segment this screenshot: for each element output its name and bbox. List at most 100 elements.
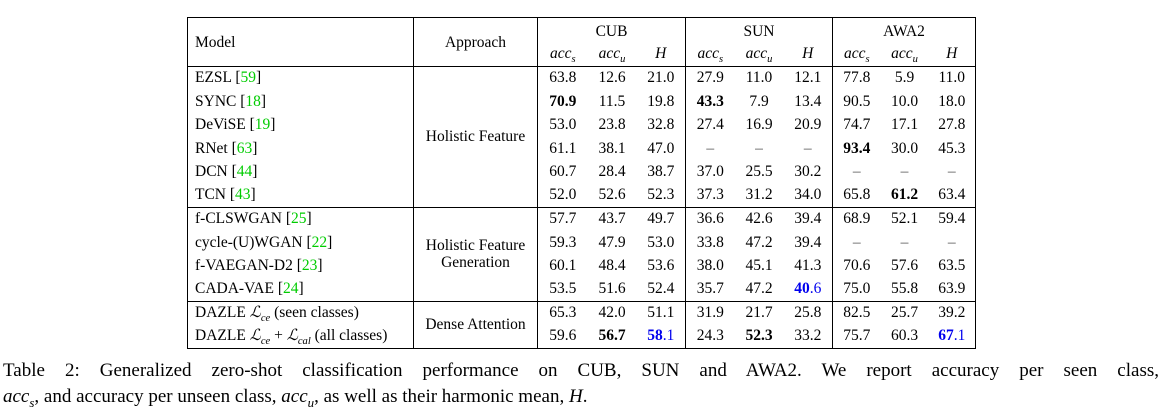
citation-ref[interactable]: 59 (240, 69, 257, 87)
col-subheader: accu (880, 42, 929, 67)
math-subscript: u (307, 394, 315, 410)
math-italic: acc (281, 386, 308, 407)
col-subheader: accu (734, 42, 784, 67)
caption-line: accs, and accuracy per unseen class, acc… (3, 386, 588, 410)
table-row: DeViSE [19] 53.0 23.8 32.8 27.4 16.9 20.9 74.7 1… (188, 113, 976, 137)
math-subscript: u (912, 54, 918, 66)
math-italic: acc (697, 45, 719, 63)
metric-cell: 38.1 (598, 139, 626, 157)
col-subheader: accs (537, 42, 588, 67)
metric-cell: 61.2 (890, 186, 919, 204)
math-italic: acc (598, 45, 621, 63)
model-cell: DCN [44] (195, 163, 258, 181)
model-cell: TCN [43] (195, 186, 256, 204)
metric-cell: 45.3 (938, 139, 966, 157)
metric-cell: 11.0 (928, 66, 976, 90)
metric-cell: 13.4 (794, 92, 822, 110)
table-row: f-CLSWGAN [25] Holistic Feature Generatio… (187, 207, 976, 302)
col-subheader: H (783, 42, 833, 67)
citation-ref[interactable]: 24 (283, 280, 299, 298)
model-cell: f-VAEGAN-D2 [23] (195, 257, 323, 275)
metric-cell: 12.6 (587, 66, 637, 90)
metric-cell: 39.2 (928, 301, 976, 325)
metric-cell: 77.8 (832, 66, 881, 90)
col-subheader: accs (832, 42, 881, 67)
math-subscript: cal (297, 336, 311, 348)
citation-ref[interactable]: 25 (291, 210, 307, 228)
metric-cell: 82.5 (832, 301, 881, 325)
citation-ref[interactable]: 63 (236, 139, 253, 157)
metric-cell: 52.3 (647, 186, 675, 204)
metric-cell: 36.6 (685, 207, 735, 231)
metric-cell: 38.0 (685, 254, 735, 278)
metric-cell: 51.1 (636, 301, 686, 325)
metric-cell: 25.7 (880, 301, 929, 325)
metric-cell: 11.0 (734, 66, 784, 90)
citation-ref[interactable]: 44 (236, 163, 253, 181)
metric-cell: – (900, 233, 909, 251)
math-subscript: s (865, 54, 870, 66)
citation-ref[interactable]: 43 (235, 186, 251, 204)
table-row: DAZLE ℒce + ℒcal (all classes) 59.6 56.7 58… (188, 325, 976, 349)
metric-cell: 47.9 (598, 233, 626, 251)
metric-cell: 47.0 (647, 139, 675, 157)
approach-cell: Holistic Feature Generation (413, 207, 538, 302)
metric-cell: 33.2 (794, 327, 822, 345)
math-italic: acc (549, 45, 572, 63)
model-cell: cycle-(U)WGAN [22] (195, 233, 333, 251)
metric-cell: 33.8 (685, 231, 735, 255)
metric-cell: 68.9 (832, 207, 881, 231)
model-cell: DAZLE ℒce (seen classes) (187, 301, 414, 325)
metric-cell: 12.1 (783, 66, 833, 90)
metric-cell: 47.2 (745, 233, 773, 251)
metric-cell: 30.0 (890, 139, 919, 157)
metric-cell: 41.3 (794, 257, 822, 275)
metric-cell: 24.3 (685, 325, 735, 349)
table-row: cycle-(U)WGAN [22] 59.3 47.9 53.0 33.8 47.2 39… (188, 231, 976, 255)
table-row: TCN [43] 52.0 52.6 52.3 37.3 31.2 34.0 65.8 61.2… (188, 184, 976, 208)
metric-cell: 19.8 (647, 92, 675, 110)
math-italic: H (802, 45, 814, 63)
citation-ref[interactable]: 22 (311, 233, 328, 251)
metric-cell: 57.7 (537, 207, 588, 231)
metric-cell: – (832, 231, 881, 255)
metric-cell: 75.7 (832, 325, 881, 349)
table-row: DCN [44] 60.7 28.4 38.7 37.0 25.5 30.2– – – (188, 160, 976, 184)
metric-cell: 17.1 (890, 116, 919, 134)
metric-cell: 70.6 (832, 254, 881, 278)
metric-cell: 27.8 (938, 116, 966, 134)
citation-ref[interactable]: 18 (245, 92, 261, 110)
metric-cell: 60.3 (890, 327, 919, 345)
citation-ref[interactable]: 23 (301, 257, 318, 275)
math-subscript: ce (260, 313, 271, 325)
math-italic: H (655, 45, 667, 63)
metric-cell: 60.1 (537, 254, 588, 278)
table-row: RNet [63] 61.1 38.1 47.0– – –93.4 30.0 45.3 (188, 137, 976, 161)
metric-cell: 61.1 (537, 137, 588, 161)
metric-cell: 53.0 (537, 113, 588, 137)
metric-cell: 34.0 (794, 186, 822, 204)
model-cell: CADA-VAE [24] (195, 280, 304, 298)
approach-cell: Dense Attention (413, 301, 538, 349)
table-row: EZSL [59] Holistic Feature 63.8 12.6 21.0 27.… (187, 66, 976, 208)
metric-cell: 60.7 (537, 160, 588, 184)
metric-cell: – (755, 139, 763, 157)
metric-cell: 21.7 (734, 301, 784, 325)
model-cell: f-CLSWGAN [25] (187, 207, 414, 231)
table-row: CADA-VAE [24] 53.5 51.6 52.4 35.7 47.2 40.6 75.… (188, 278, 976, 302)
metric-cell: 53.6 (647, 257, 675, 275)
metric-cell: 63.9 (938, 280, 966, 298)
metric-cell: 63.5 (938, 257, 966, 275)
metric-cell: 59.3 (537, 231, 588, 255)
metric-cell: 21.0 (636, 66, 686, 90)
metric-cell: 18.0 (938, 92, 966, 110)
metric-cell: 75.0 (832, 278, 881, 302)
math-italic: ℒ (249, 327, 261, 345)
metric-cell: 7.9 (749, 92, 769, 110)
citation-ref[interactable]: 19 (254, 116, 271, 134)
metric-cell: 67.1 (929, 325, 976, 349)
metric-cell: – (832, 160, 881, 184)
metric-cell: 10.0 (890, 92, 919, 110)
